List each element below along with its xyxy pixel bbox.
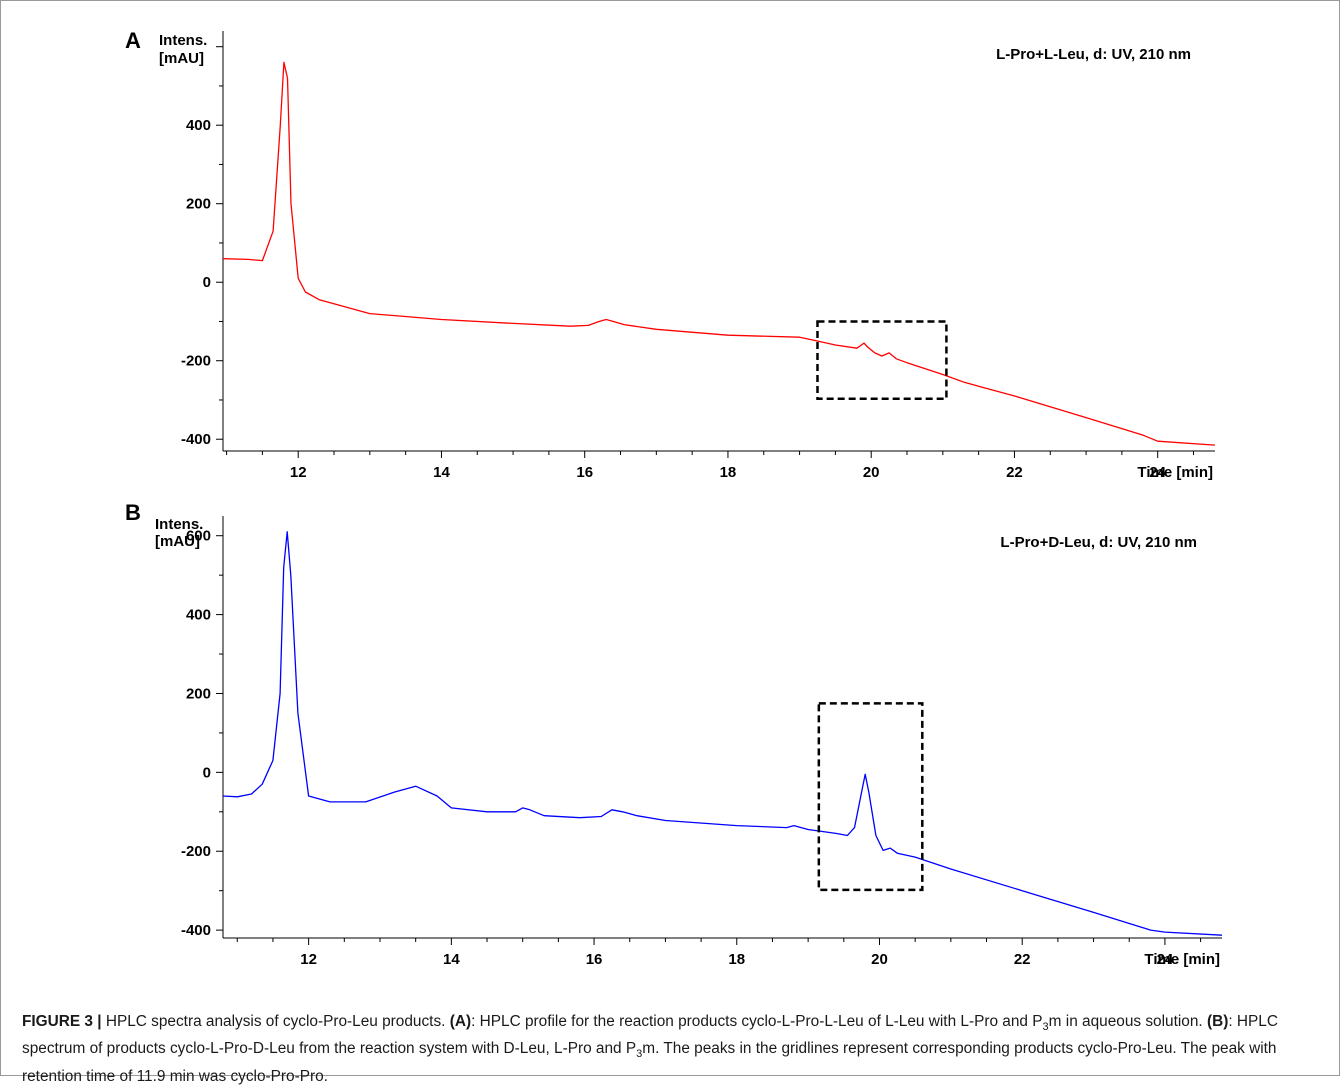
caption-panel-a: (A): [449, 1013, 472, 1031]
y-tick-label: -200: [181, 353, 211, 370]
x-tick-label: 16: [586, 951, 603, 968]
caption-text-3: m in aqueous solution.: [1048, 1013, 1207, 1031]
y-tick-label: 600: [186, 528, 211, 545]
y-tick-label: 0: [203, 764, 211, 781]
x-tick-label: 14: [433, 464, 450, 481]
y-tick-label: 400: [186, 607, 211, 624]
caption-panel-b: (B): [1206, 1013, 1229, 1031]
caption-text-4: : HPLC spectrum of products cyclo-L-Pro-…: [22, 1013, 1278, 1058]
trace-annotation: L-Pro+D-Leu, d: UV, 210 nm: [1000, 534, 1197, 551]
x-tick-label: 18: [728, 951, 745, 968]
x-tick-label: 20: [871, 951, 888, 968]
caption-subscript-2: 3: [636, 1048, 643, 1061]
x-tick-label: 22: [1006, 464, 1023, 481]
y-tick-label: 0: [203, 274, 211, 291]
y-axis-label-line2: [mAU]: [159, 50, 204, 67]
x-tick-label: 22: [1014, 951, 1031, 968]
caption-text-2: : HPLC profile for the reaction products…: [471, 1013, 1043, 1031]
y-tick-label: 400: [186, 117, 211, 134]
chromatogram-trace: [222, 531, 1223, 936]
y-tick-label: -400: [181, 431, 211, 448]
highlight-dashed-box: [817, 702, 924, 892]
caption-text-1: HPLC spectra analysis of cyclo-Pro-Leu p…: [101, 1013, 450, 1031]
trace-annotation: L-Pro+L-Leu, d: UV, 210 nm: [996, 46, 1191, 63]
x-tick-label: 18: [720, 464, 737, 481]
x-tick-label: 12: [290, 464, 307, 481]
highlight-dashed-box: [816, 320, 948, 401]
y-tick-label: 200: [186, 685, 211, 702]
x-tick-label: 16: [576, 464, 593, 481]
y-axis-label-line1: Intens.: [159, 32, 207, 49]
x-axis-label: Time [min]: [1137, 464, 1213, 481]
caption-figure-label: FIGURE 3 |: [22, 1013, 102, 1031]
figure-caption: FIGURE 3 | HPLC spectra analysis of cycl…: [22, 1011, 1322, 1086]
x-tick-label: 24: [1149, 464, 1166, 481]
x-tick-label: 12: [300, 951, 317, 968]
x-axis-label: Time [min]: [1144, 951, 1220, 968]
x-tick-label: 20: [863, 464, 880, 481]
panel-letter: A: [125, 28, 141, 53]
y-tick-label: -400: [181, 922, 211, 939]
y-axis-label-line1: Intens.: [155, 516, 203, 533]
y-tick-label: -200: [181, 843, 211, 860]
caption-subscript-1: 3: [1042, 1021, 1049, 1034]
y-axis-label-line2: [mAU]: [155, 533, 200, 550]
chromatogram-trace: [222, 61, 1216, 446]
x-tick-label: 24: [1157, 951, 1174, 968]
x-tick-label: 14: [443, 951, 460, 968]
panel-letter: B: [125, 500, 141, 525]
y-tick-label: 200: [186, 196, 211, 213]
